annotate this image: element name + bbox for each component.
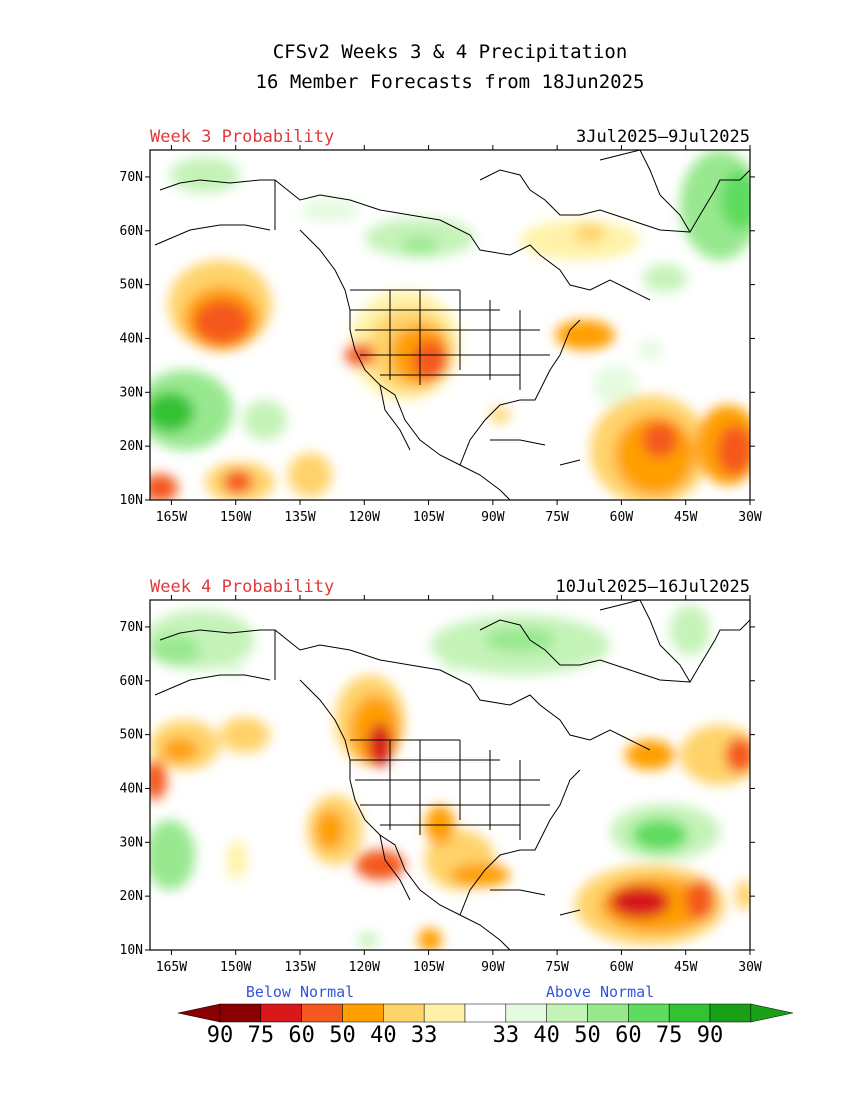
week3-lon-tick-label: 165W	[156, 510, 187, 525]
week4-lat-tick-label: 30N	[120, 835, 143, 850]
week4-lon-tick-label: 135W	[284, 960, 315, 975]
week4-lon-tick-label: 75W	[545, 960, 569, 975]
week3-lat-tick-label: 20N	[120, 439, 143, 454]
legend-number: 60	[615, 1023, 642, 1048]
legend-swatch	[709, 1003, 752, 1023]
week3-lat-tick-label: 70N	[120, 170, 143, 185]
week3-lon-tick-label: 135W	[284, 510, 315, 525]
legend-number: 33	[493, 1023, 520, 1048]
legend-swatch	[668, 1003, 711, 1023]
week3-axis-ticks: 70N 60N 50N 40N 30N 20N 10N 165W 150W 135W 120W 105…	[120, 145, 762, 525]
week3-lon-tick-label: 75W	[545, 510, 569, 525]
legend-swatch	[383, 1003, 425, 1023]
week4-lat-tick-label: 50N	[120, 728, 143, 743]
figure-title: CFSv2 Weeks 3 & 4 Precipitation	[273, 41, 628, 63]
legend-swatch	[260, 1003, 302, 1023]
legend-swatch	[505, 1003, 547, 1023]
week3-lon-tick-label: 60W	[610, 510, 634, 525]
week4-lat-tick-label: 60N	[120, 674, 143, 689]
week3-lon-tick-label: 150W	[220, 510, 251, 525]
week4-lon-tick-label: 30W	[738, 960, 762, 975]
week3-lat-tick-label: 10N	[120, 493, 143, 508]
legend-swatch	[464, 1003, 507, 1023]
legend-number: 40	[370, 1023, 397, 1048]
legend-swatch	[301, 1003, 343, 1023]
legend-colorbar	[177, 1003, 793, 1023]
panel-week3: Week 3 Probability 3Jul2025–9Jul2025	[120, 127, 762, 525]
week4-lat-tick-label: 10N	[120, 943, 143, 958]
legend-swatch	[423, 1003, 466, 1023]
legend-numbers: 90 75 60 50 40 33 33 40 50 60 75 90	[207, 1023, 723, 1048]
week3-lon-tick-label: 105W	[413, 510, 444, 525]
week4-lon-tick-label: 120W	[349, 960, 380, 975]
week3-lat-tick-label: 30N	[120, 385, 143, 400]
panel-week3-dates: 3Jul2025–9Jul2025	[576, 127, 750, 147]
legend-swatch	[587, 1003, 629, 1023]
legend-number: 50	[574, 1023, 601, 1048]
week4-lon-tick-label: 105W	[413, 960, 444, 975]
legend-arrow-left	[177, 1003, 221, 1023]
week4-probability-field	[150, 600, 750, 950]
panel-week3-label: Week 3 Probability	[150, 127, 334, 147]
week4-lon-tick-label: 60W	[610, 960, 634, 975]
legend-swatch	[219, 1003, 262, 1023]
week4-lon-tick-label: 165W	[156, 960, 187, 975]
legend-number: 40	[533, 1023, 560, 1048]
panel-week4-label: Week 4 Probability	[150, 577, 334, 597]
panel-week4: Week 4 Probability 10Jul2025–16Jul2025	[120, 577, 762, 975]
week3-probability-field	[150, 150, 750, 500]
week3-lat-tick-label: 50N	[120, 278, 143, 293]
week3-lon-tick-label: 90W	[481, 510, 505, 525]
week3-lon-tick-label: 120W	[349, 510, 380, 525]
legend-number: 60	[288, 1023, 315, 1048]
panel-week4-dates: 10Jul2025–16Jul2025	[556, 577, 750, 597]
legend-swatch	[546, 1003, 588, 1023]
legend-number: 75	[656, 1023, 683, 1048]
week4-axis-ticks: 70N 60N 50N 40N 30N 20N 10N 165W 150W 135W 120W 105…	[120, 595, 762, 975]
week3-map-outline	[154, 150, 750, 500]
legend-number: 33	[411, 1023, 438, 1048]
week4-map-outline	[154, 600, 750, 950]
legend-number: 50	[329, 1023, 356, 1048]
legend-number: 90	[697, 1023, 724, 1048]
figure-subtitle: 16 Member Forecasts from 18Jun2025	[256, 71, 645, 93]
legend-swatch	[628, 1003, 670, 1023]
week4-lon-tick-label: 150W	[220, 960, 251, 975]
week4-lon-tick-label: 45W	[674, 960, 698, 975]
color-legend: Below Normal Above Normal 90 75 60 50 40 33 33…	[177, 983, 793, 1048]
week3-lat-tick-label: 60N	[120, 224, 143, 239]
legend-above-normal-label: Above Normal	[546, 983, 654, 1001]
week4-lat-tick-label: 20N	[120, 889, 143, 904]
week4-lon-tick-label: 90W	[481, 960, 505, 975]
legend-arrow-right	[750, 1003, 793, 1023]
week3-lon-tick-label: 30W	[738, 510, 762, 525]
week4-lat-tick-label: 40N	[120, 781, 143, 796]
legend-below-normal-label: Below Normal	[246, 983, 354, 1001]
week3-lon-tick-label: 45W	[674, 510, 698, 525]
week4-map-frame	[149, 599, 751, 951]
week3-lat-tick-label: 40N	[120, 331, 143, 346]
legend-swatch	[342, 1003, 384, 1023]
legend-number: 75	[248, 1023, 275, 1048]
legend-number: 90	[207, 1023, 234, 1048]
week4-lat-tick-label: 70N	[120, 620, 143, 635]
week3-map-frame	[149, 149, 751, 501]
